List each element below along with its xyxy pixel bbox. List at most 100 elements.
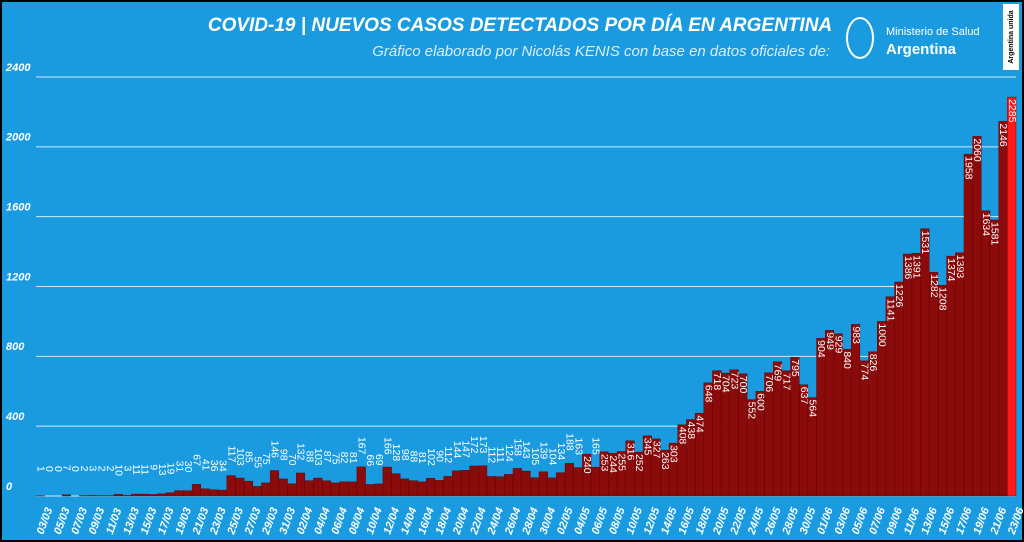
bar [469, 465, 479, 497]
bar [998, 121, 1008, 497]
bar [269, 470, 280, 497]
bar [851, 324, 861, 497]
bar [504, 474, 514, 497]
logo-country: Argentina [886, 41, 957, 58]
value-label: 124 [503, 444, 515, 462]
value-label: 7 [61, 465, 73, 471]
bar [790, 357, 800, 497]
bar [217, 489, 227, 497]
bar [920, 228, 930, 497]
bar [365, 484, 375, 497]
bar [157, 493, 167, 497]
value-label: 904 [815, 340, 827, 358]
value-label: 3 [87, 465, 99, 471]
value-label: 552 [746, 402, 758, 420]
value-label: 144 [451, 441, 463, 459]
bar [816, 337, 826, 497]
value-label: 637 [798, 387, 810, 405]
bar [556, 472, 566, 497]
value-label: 345 [642, 438, 654, 456]
badge-text: Argentina unida [1008, 10, 1015, 63]
value-label: 474 [694, 415, 706, 433]
value-label: 1000 [876, 323, 888, 347]
value-label: 172 [468, 436, 480, 454]
bar [452, 470, 462, 497]
bar [478, 465, 488, 497]
badge [1003, 4, 1019, 70]
value-label: 70 [286, 454, 298, 466]
bar [261, 482, 271, 497]
bar [348, 481, 358, 497]
value-label: 85 [243, 451, 255, 463]
bar [495, 476, 505, 497]
value-label: 90 [433, 450, 445, 462]
value-label: 240 [581, 456, 593, 474]
value-label: 0 [43, 466, 55, 472]
value-label: 704 [720, 375, 732, 393]
value-label: 408 [676, 427, 688, 445]
bar [538, 471, 548, 497]
bar [946, 255, 956, 497]
value-label: 166 [381, 437, 393, 455]
value-label: 111 [494, 447, 506, 463]
bar [122, 495, 132, 497]
value-label: 13 [156, 464, 168, 476]
value-label: 9 [147, 464, 159, 470]
y-tick-label: 1600 [6, 202, 31, 214]
bar [460, 470, 470, 497]
value-label: 66 [364, 454, 376, 466]
value-label: 98 [399, 449, 411, 461]
value-label: 1393 [954, 255, 966, 279]
value-label: 255 [616, 453, 628, 471]
bar [521, 470, 531, 497]
bar [1007, 96, 1017, 497]
bar [937, 284, 947, 497]
value-label: 1531 [919, 231, 931, 255]
value-label: 102 [425, 448, 437, 466]
value-label: 158 [512, 438, 524, 456]
value-label: 252 [633, 454, 645, 472]
value-label: 104 [546, 448, 558, 466]
bar [165, 492, 175, 497]
bar [885, 296, 895, 497]
value-label: 1581 [989, 222, 1001, 246]
value-label: 105 [529, 448, 541, 466]
value-label: 2 [78, 466, 90, 472]
chart-title: COVID-19 | NUEVOS CASOS DETECTADOS POR D… [208, 14, 832, 36]
value-label: 706 [763, 375, 775, 393]
logo-ministry: Ministerio de Salud [886, 26, 980, 38]
value-label: 983 [850, 326, 862, 344]
bar [417, 481, 427, 497]
y-tick-label: 800 [6, 341, 25, 353]
value-label: 1226 [893, 284, 905, 308]
value-label: 826 [867, 354, 879, 372]
bar [391, 473, 401, 497]
y-tick-label: 0 [6, 481, 13, 493]
value-label: 11 [130, 464, 142, 475]
bar [972, 136, 982, 497]
value-label: 929 [832, 336, 844, 354]
value-label: 128 [390, 444, 402, 462]
value-label: 88 [407, 451, 419, 463]
value-label: 2060 [971, 138, 983, 162]
bar [426, 477, 436, 497]
value-label: 88 [303, 451, 315, 463]
value-label: 41 [199, 459, 211, 471]
value-label: 10 [113, 464, 125, 476]
value-label: 2285 [1006, 99, 1018, 123]
bar [321, 480, 332, 497]
value-label: 143 [520, 441, 532, 459]
value-label: 163 [572, 438, 584, 456]
value-label: 134 [555, 443, 567, 461]
bar [486, 476, 496, 497]
bar [868, 351, 878, 497]
value-label: 795 [789, 359, 801, 377]
value-label: 717 [780, 373, 792, 391]
bar [564, 462, 574, 497]
value-label: 303 [668, 445, 680, 463]
value-label: 723 [728, 372, 740, 390]
logo-emblem [846, 17, 874, 59]
value-label: 167 [355, 437, 367, 455]
value-label: 244 [607, 455, 619, 473]
